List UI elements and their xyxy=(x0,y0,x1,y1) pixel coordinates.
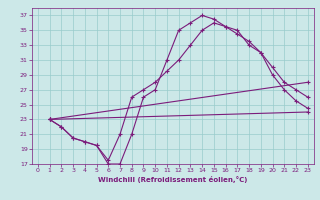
X-axis label: Windchill (Refroidissement éolien,°C): Windchill (Refroidissement éolien,°C) xyxy=(98,176,247,183)
